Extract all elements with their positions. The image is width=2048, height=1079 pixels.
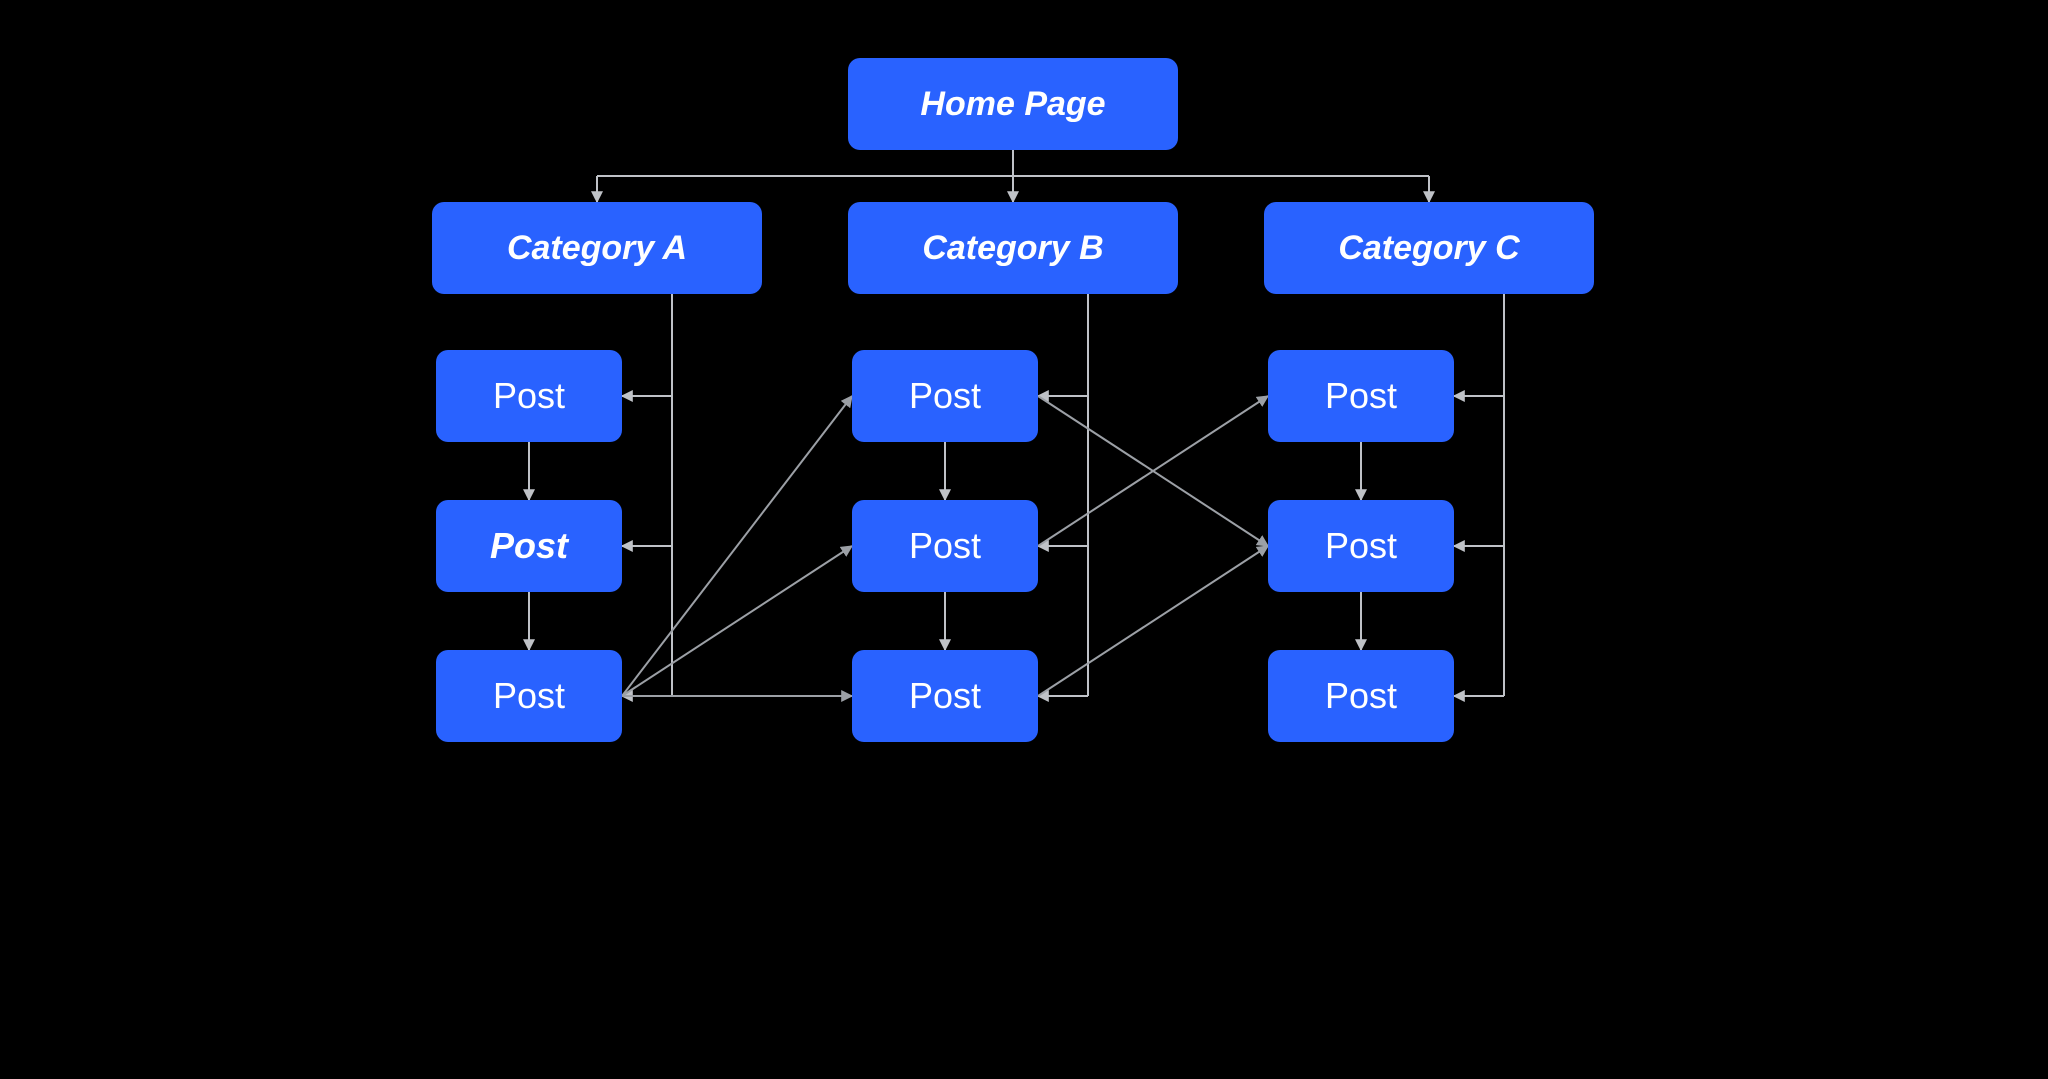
node-label: Category C [1338,229,1519,268]
node-a1: Post [436,350,622,442]
node-b2: Post [852,500,1038,592]
node-label: Post [909,675,981,717]
node-catB: Category B [848,202,1178,294]
node-c2: Post [1268,500,1454,592]
node-catA: Category A [432,202,762,294]
node-label: Home Page [920,85,1105,124]
diagram-canvas: Home Page Category A Category B Category C P… [256,0,1792,824]
node-label: Category A [507,229,687,268]
node-c3: Post [1268,650,1454,742]
node-a2: Post [436,500,622,592]
node-label: Post [1325,525,1397,567]
node-label: Post [1325,375,1397,417]
node-catC: Category C [1264,202,1594,294]
node-c1: Post [1268,350,1454,442]
node-label: Post [909,525,981,567]
node-b3: Post [852,650,1038,742]
node-label: Post [490,525,568,567]
node-label: Category B [922,229,1103,268]
node-a3: Post [436,650,622,742]
node-label: Post [493,375,565,417]
node-label: Post [909,375,981,417]
node-label: Post [493,675,565,717]
node-home: Home Page [848,58,1178,150]
node-b1: Post [852,350,1038,442]
node-label: Post [1325,675,1397,717]
